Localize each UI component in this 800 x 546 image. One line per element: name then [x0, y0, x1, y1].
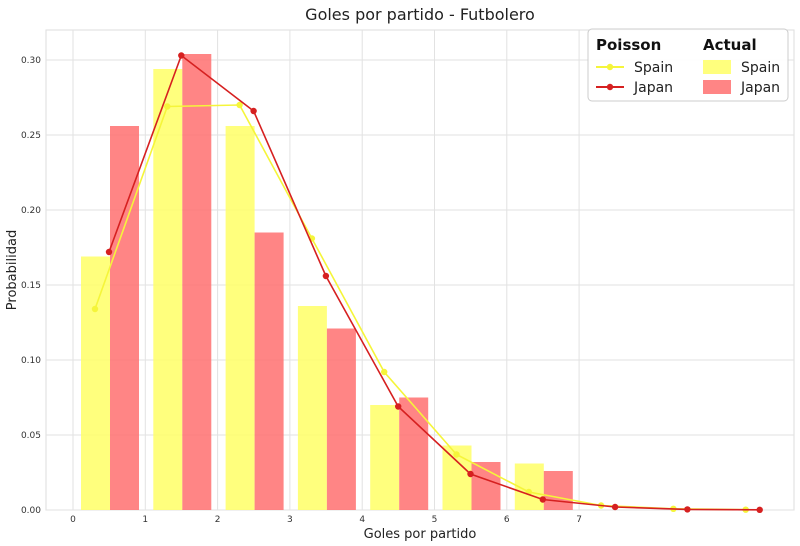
- point-poisson-japan-8: [684, 506, 691, 513]
- point-poisson-japan-1: [178, 52, 185, 59]
- legend-swatch-actual-spain: [703, 60, 731, 74]
- legend-label-poisson-spain: Spain: [634, 60, 673, 76]
- y-tick-label: 0.15: [21, 281, 41, 291]
- legend-swatch-actual-japan: [703, 80, 731, 94]
- y-tick-label: 0.30: [21, 56, 41, 66]
- line-poisson-japan: [108, 54, 760, 511]
- bar-japan-0: [110, 126, 139, 510]
- bar-spain-2: [225, 126, 255, 510]
- chart-title: Goles por partido - Futbolero: [305, 5, 535, 24]
- y-tick-label: 0.20: [21, 206, 41, 216]
- point-poisson-japan-3: [322, 272, 330, 280]
- y-tick-label: 0.10: [21, 356, 41, 366]
- bar-japan-4: [399, 397, 429, 510]
- bars: [81, 54, 573, 510]
- point-poisson-japan-2: [250, 107, 257, 115]
- y-tick-label: 0.25: [21, 131, 41, 141]
- bar-spain-3: [297, 306, 327, 510]
- bar-japan-2: [254, 232, 284, 510]
- poisson-lines: [91, 52, 763, 514]
- bar-spain-0: [81, 256, 110, 510]
- point-poisson-japan-7: [611, 503, 619, 511]
- x-axis-ticks: 0 1 2 3 4 5 6 7: [70, 515, 582, 525]
- bar-japan-1: [182, 54, 212, 510]
- point-poisson-japan-6: [539, 496, 546, 503]
- legend-box: [587, 28, 789, 102]
- x-tick-label: 1: [142, 515, 148, 525]
- x-tick-label: 5: [432, 515, 438, 525]
- legend: Poisson Actual Spain Japan Spain Japan: [587, 28, 789, 102]
- legend-label-actual-spain: Spain: [741, 60, 780, 76]
- bar-japan-6: [543, 471, 573, 510]
- legend-header-actual: Actual: [703, 36, 757, 54]
- point-poisson-japan-4: [395, 403, 402, 410]
- point-poisson-spain-2: [236, 101, 243, 109]
- point-poisson-spain-4: [381, 368, 388, 376]
- point-poisson-spain-1: [164, 103, 171, 110]
- y-tick-label: 0.00: [21, 506, 41, 516]
- x-tick-label: 4: [359, 515, 365, 525]
- x-tick-label: 0: [70, 515, 76, 525]
- y-tick-label: 0.05: [21, 431, 41, 441]
- x-tick-label: 2: [215, 515, 221, 525]
- x-tick-label: 6: [504, 515, 510, 525]
- y-axis-label: Probabilidad: [5, 230, 20, 310]
- bar-spain-4: [370, 405, 400, 510]
- point-poisson-japan-0: [105, 248, 113, 256]
- legend-marker-poisson-spain: [606, 63, 614, 71]
- legend-label-actual-japan: Japan: [740, 80, 780, 96]
- bar-japan-3: [326, 328, 356, 510]
- y-axis-ticks: 0.00 0.05 0.10 0.15 0.20 0.25 0.30: [21, 56, 41, 516]
- point-poisson-japan-9: [756, 506, 763, 514]
- point-poisson-spain-5: [453, 451, 460, 458]
- legend-header-poisson: Poisson: [596, 36, 661, 54]
- x-tick-label: 7: [576, 515, 582, 525]
- plot-area: 0 1 2 3 4 5 6 7 0.00 0.05 0.10 0.15 0.20 0.25 0.30: [21, 29, 795, 525]
- x-tick-label: 3: [287, 515, 293, 525]
- bar-spain-1: [153, 69, 183, 510]
- legend-label-poisson-japan: Japan: [633, 80, 673, 96]
- point-poisson-spain-0: [91, 305, 99, 313]
- point-poisson-japan-5: [467, 470, 474, 478]
- x-axis-label: Goles por partido: [364, 527, 477, 542]
- legend-marker-poisson-japan: [606, 83, 614, 91]
